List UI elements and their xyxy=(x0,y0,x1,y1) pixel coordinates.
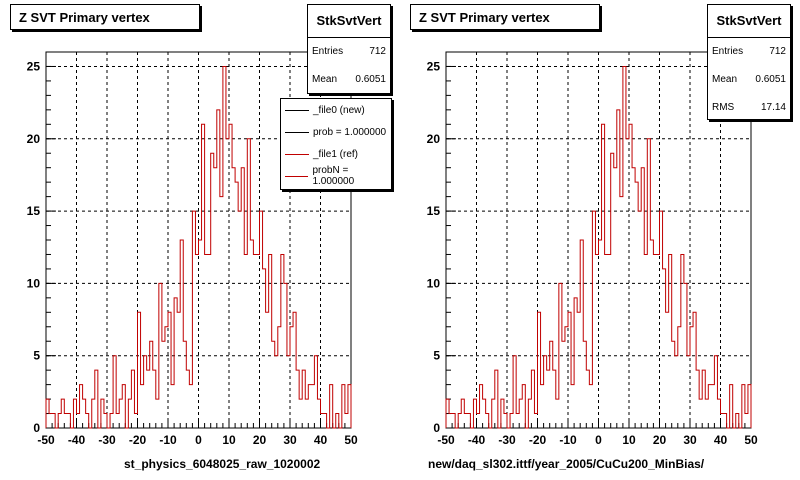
stats-box: StkSvtVert Entries 712 Mean 0.6051 RMS 17.1… xyxy=(707,4,791,120)
y-tick-label: 10 xyxy=(427,276,441,290)
x-tick-label: 20 xyxy=(653,433,667,447)
legend-entry: _file0 (new) xyxy=(281,99,391,121)
y-tick-label: 0 xyxy=(33,421,40,435)
stats-value: 712 xyxy=(369,46,386,57)
y-tick-label: 25 xyxy=(427,59,441,73)
legend-entry: _file1 (ref) xyxy=(281,143,391,165)
x-tick-label: -40 xyxy=(68,433,86,447)
right-pad: Z SVT Primary vertex -50 -40 -30 -20 -10 0 10 2… xyxy=(400,0,800,480)
x-tick-label: -10 xyxy=(159,433,177,447)
y-tick-label: 15 xyxy=(427,204,441,218)
x-tick-label: 50 xyxy=(744,433,758,447)
x-tick-label: 40 xyxy=(314,433,328,447)
x-axis-title: st_physics_6048025_raw_1020002 xyxy=(124,457,321,471)
stats-row: Entries 712 xyxy=(708,38,790,66)
histogram-plot: -50 -40 -30 -20 -10 0 10 20 30 40 50 0 5 10 15 20 25 xyxy=(427,51,758,447)
y-tick-label: 0 xyxy=(433,421,440,435)
stats-label: RMS xyxy=(712,102,735,113)
x-tick-label: 40 xyxy=(714,433,728,447)
stats-box: StkSvtVert Entries 712 Mean 0.6051 xyxy=(307,4,391,94)
histogram-series-line xyxy=(445,65,752,429)
stats-value: 0.6051 xyxy=(355,74,386,85)
x-tick-label: -10 xyxy=(559,433,577,447)
legend-swatch xyxy=(285,131,309,133)
x-tick-label: -20 xyxy=(529,433,547,447)
x-tick-label: -30 xyxy=(498,433,516,447)
x-tick-label: -20 xyxy=(129,433,147,447)
stats-row: RMS 17.14 xyxy=(708,94,790,122)
chart-title: Z SVT Primary vertex xyxy=(10,4,200,30)
legend-label: _file0 (new) xyxy=(313,104,365,116)
x-tick-label: 10 xyxy=(622,433,636,447)
stats-label: Mean xyxy=(712,74,738,85)
stats-label: Entries xyxy=(312,46,344,57)
y-tick-label: 10 xyxy=(27,276,41,290)
legend-label: prob = 1.000000 xyxy=(313,126,387,138)
stats-name: StkSvtVert xyxy=(308,5,390,38)
stats-name: StkSvtVert xyxy=(708,5,790,38)
y-tick-label: 5 xyxy=(433,349,440,363)
stats-value: 712 xyxy=(769,46,786,57)
x-tick-label: -50 xyxy=(37,433,55,447)
x-tick-label: 30 xyxy=(283,433,297,447)
x-tick-label: -40 xyxy=(468,433,486,447)
stats-row: Entries 712 xyxy=(308,38,390,66)
x-axis-title: new/daq_sl302.ittf/year_2005/CuCu200_Min… xyxy=(428,457,705,471)
legend-label: probN = 1.000000 xyxy=(312,165,355,187)
histogram-plot: -50 -40 -30 -20 -10 0 10 20 30 40 50 0 5 10 15 20 25 xyxy=(27,51,358,447)
stats-value: 17.14 xyxy=(760,102,786,113)
legend: _file0 (new) prob = 1.000000 _file1 (ref… xyxy=(280,98,392,190)
stats-value: 0.6051 xyxy=(755,74,786,85)
y-tick-label: 5 xyxy=(33,349,40,363)
chart-title: Z SVT Primary vertex xyxy=(410,4,600,30)
x-tick-label: 0 xyxy=(195,433,202,447)
y-tick-label: 20 xyxy=(27,132,41,146)
y-tick-label: 25 xyxy=(27,59,41,73)
x-tick-label: -30 xyxy=(98,433,116,447)
y-tick-label: 15 xyxy=(27,204,41,218)
y-tick-label: 20 xyxy=(427,132,441,146)
x-tick-label: -50 xyxy=(437,433,455,447)
stats-row: Mean 0.6051 xyxy=(308,66,390,94)
legend-swatch xyxy=(285,153,309,155)
x-tick-label: 10 xyxy=(222,433,236,447)
histogram-series-line xyxy=(45,65,352,429)
stats-label: Mean xyxy=(312,74,338,85)
left-pad: Z SVT Primary vertex -50 -40 -30 -20 -10 0 10 2… xyxy=(10,4,392,471)
stats-row: Mean 0.6051 xyxy=(708,66,790,94)
x-tick-label: 20 xyxy=(253,433,267,447)
legend-entry: probN = 1.000000 xyxy=(281,165,391,187)
legend-entry: prob = 1.000000 xyxy=(281,121,391,143)
x-tick-label: 30 xyxy=(683,433,697,447)
x-tick-label: 0 xyxy=(595,433,602,447)
x-tick-label: 50 xyxy=(344,433,358,447)
legend-swatch xyxy=(285,175,309,177)
stats-label: Entries xyxy=(712,46,744,57)
legend-swatch xyxy=(285,109,309,111)
legend-label: _file1 (ref) xyxy=(313,148,359,160)
